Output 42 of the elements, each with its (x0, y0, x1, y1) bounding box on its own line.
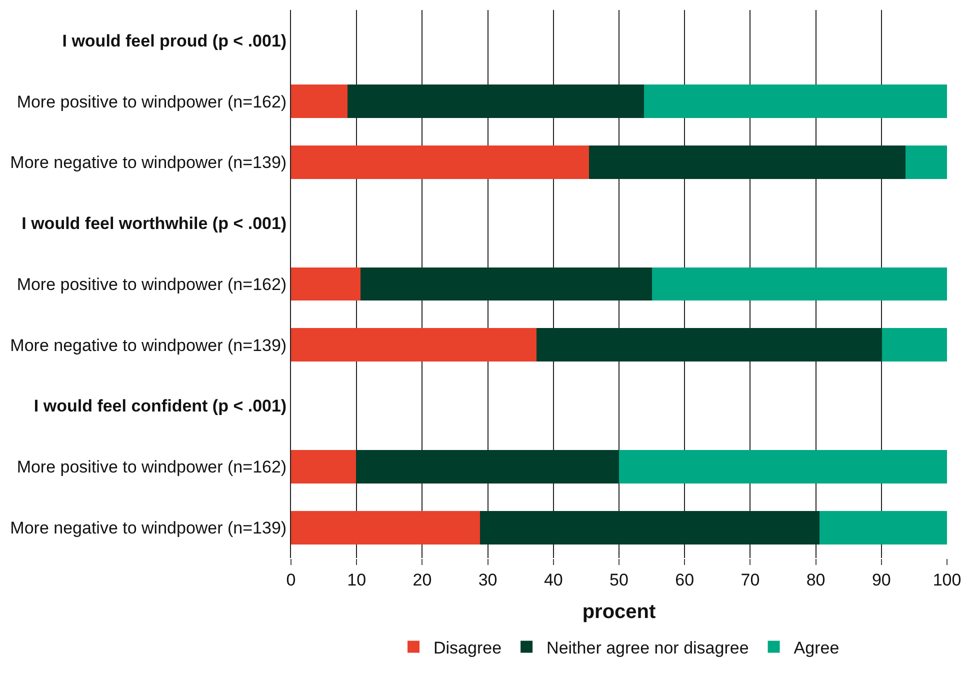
y-tick-label: I would feel proud (p < .001) (62, 31, 287, 50)
y-tick-label: More negative to windpower (n=139) (10, 518, 287, 538)
bar (291, 328, 536, 362)
bar (291, 450, 356, 484)
bar (820, 510, 947, 544)
x-tick-label: 60 (675, 570, 694, 590)
bar (347, 84, 644, 118)
y-tick-label: I would feel confident (p < .001) (34, 396, 287, 416)
bar (291, 510, 480, 544)
bar (644, 84, 947, 118)
legend-label: Neither agree nor disagree (546, 638, 749, 658)
y-tick-label: More negative to windpower (n=139) (10, 336, 287, 355)
x-tick-label: 50 (610, 570, 628, 590)
bar (291, 145, 589, 179)
bar (619, 450, 947, 484)
x-axis-title: procent (582, 600, 656, 623)
bar (360, 267, 652, 301)
legend-label: Disagree (434, 638, 502, 658)
x-tick-label: 30 (478, 570, 498, 590)
bar (882, 328, 947, 362)
y-tick-label: More positive to windpower (n=162) (16, 458, 287, 477)
bar (291, 267, 361, 301)
bar (356, 450, 619, 484)
x-tick-label: 40 (544, 570, 563, 590)
y-tick-label: I would feel worthwhile (p < .001) (22, 214, 287, 234)
bar (588, 145, 906, 179)
bar (536, 328, 882, 362)
x-tick-label: 90 (872, 570, 891, 590)
x-tick-label: 20 (412, 570, 432, 590)
legend-label: Agree (794, 638, 840, 658)
x-tick-label: 100 (932, 570, 962, 590)
bar (906, 145, 947, 179)
bar (480, 510, 820, 544)
x-tick-label: 0 (286, 570, 296, 590)
y-tick-label: More positive to windpower (n=162) (16, 92, 287, 112)
bar (291, 84, 348, 118)
y-tick-label: More negative to windpower (n=139) (10, 153, 287, 172)
x-tick-label: 70 (740, 570, 760, 590)
y-tick-label: More positive to windpower (n=162) (16, 274, 287, 294)
x-tick-label: 80 (806, 570, 826, 590)
x-tick-label: 10 (347, 570, 366, 590)
bar (652, 267, 947, 301)
